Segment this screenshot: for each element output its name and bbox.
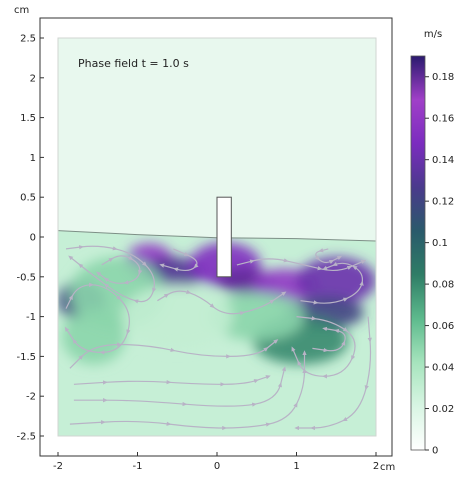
y-tick-label: 0 (30, 233, 36, 244)
y-tick-label: -2.5 (16, 432, 36, 443)
streamline (159, 248, 199, 272)
colorbar-unit: m/s (424, 29, 442, 40)
colorbar-tick-label: 0 (432, 446, 438, 457)
x-tick-label: 2 (373, 461, 379, 472)
y-tick-label: 0.5 (20, 193, 36, 204)
y-tick-label: 1.5 (20, 113, 36, 124)
x-tick-label: -2 (53, 461, 63, 472)
velocity-blob (121, 284, 233, 349)
colorbar-ticks: 0 0.02 0.04 0.06 0.08 0.1 0.12 0.14 0.16 0.18 (425, 72, 454, 457)
y-axis: -2.5 -2 -1.5 -1 -0.5 0 0.5 1 1.5 2 2.5 (16, 34, 44, 443)
colorbar-tick-label: 0.02 (432, 404, 454, 415)
y-tick-label: -2 (26, 392, 36, 403)
streamlines (64, 245, 372, 431)
baffle (216, 196, 232, 278)
colorbar-tick-label: 0.14 (432, 155, 454, 166)
y-tick-label: 2.5 (20, 34, 36, 45)
colorbar-tick-label: 0.12 (432, 197, 454, 208)
y-tick-label: 1 (30, 153, 36, 164)
x-tick-label: -1 (133, 461, 143, 472)
colorbar-tick-label: 0.08 (432, 280, 454, 291)
streamline (300, 261, 364, 305)
x-unit-label: cm (380, 462, 395, 473)
y-tick-label: -0.5 (16, 272, 36, 283)
colorbar (410, 55, 426, 451)
plot-title: Phase field t = 1.0 s (78, 57, 189, 70)
x-axis: -2 -1 0 1 2 (53, 452, 379, 472)
y-tick-label: -1.5 (16, 352, 36, 363)
x-tick-label: 1 (293, 461, 299, 472)
domain-boundary (57, 37, 377, 437)
streamline (294, 316, 372, 431)
y-tick-label: -1 (26, 312, 36, 323)
colorbar-tick-label: 0.18 (432, 72, 454, 83)
colorbar-tick-label: 0.16 (432, 114, 454, 125)
y-tick-label: 2 (30, 73, 36, 84)
colorbar-tick-label: 0.06 (432, 321, 454, 332)
streamline (314, 248, 343, 265)
streamline (157, 289, 287, 316)
colorbar-tick-label: 0.1 (432, 238, 448, 249)
colorbar-tick-label: 0.04 (432, 363, 454, 374)
streamline (73, 366, 287, 407)
y-unit-label: cm (14, 5, 29, 16)
x-tick-label: 0 (214, 461, 220, 472)
